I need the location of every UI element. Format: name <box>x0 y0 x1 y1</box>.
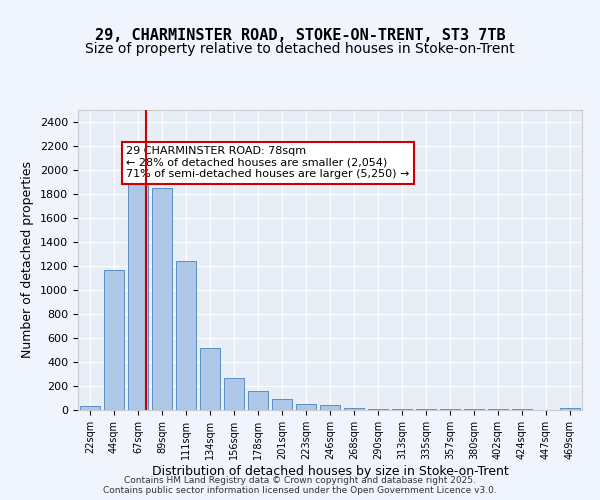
Text: 29 CHARMINSTER ROAD: 78sqm
← 28% of detached houses are smaller (2,054)
71% of s: 29 CHARMINSTER ROAD: 78sqm ← 28% of deta… <box>126 146 409 179</box>
Bar <box>176 261 196 410</box>
Text: 29, CHARMINSTER ROAD, STOKE-ON-TRENT, ST3 7TB: 29, CHARMINSTER ROAD, STOKE-ON-TRENT, ST… <box>95 28 505 42</box>
Bar <box>296 404 316 410</box>
Y-axis label: Number of detached properties: Number of detached properties <box>22 162 34 358</box>
Bar <box>344 408 364 410</box>
Text: Contains HM Land Registry data © Crown copyright and database right 2025.
Contai: Contains HM Land Registry data © Crown c… <box>103 476 497 495</box>
Bar <box>128 172 148 410</box>
Bar <box>104 270 124 410</box>
Bar <box>248 392 268 410</box>
X-axis label: Distribution of detached houses by size in Stoke-on-Trent: Distribution of detached houses by size … <box>152 464 508 477</box>
Bar <box>320 405 340 410</box>
Bar <box>80 406 100 410</box>
Bar <box>560 408 580 410</box>
Bar <box>200 348 220 410</box>
Bar <box>272 399 292 410</box>
Bar <box>224 378 244 410</box>
Text: Size of property relative to detached houses in Stoke-on-Trent: Size of property relative to detached ho… <box>85 42 515 56</box>
Bar <box>152 188 172 410</box>
